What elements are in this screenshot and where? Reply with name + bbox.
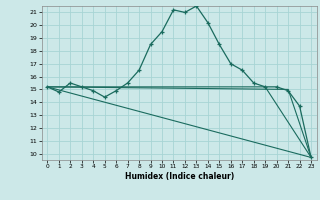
X-axis label: Humidex (Indice chaleur): Humidex (Indice chaleur) bbox=[124, 172, 234, 181]
